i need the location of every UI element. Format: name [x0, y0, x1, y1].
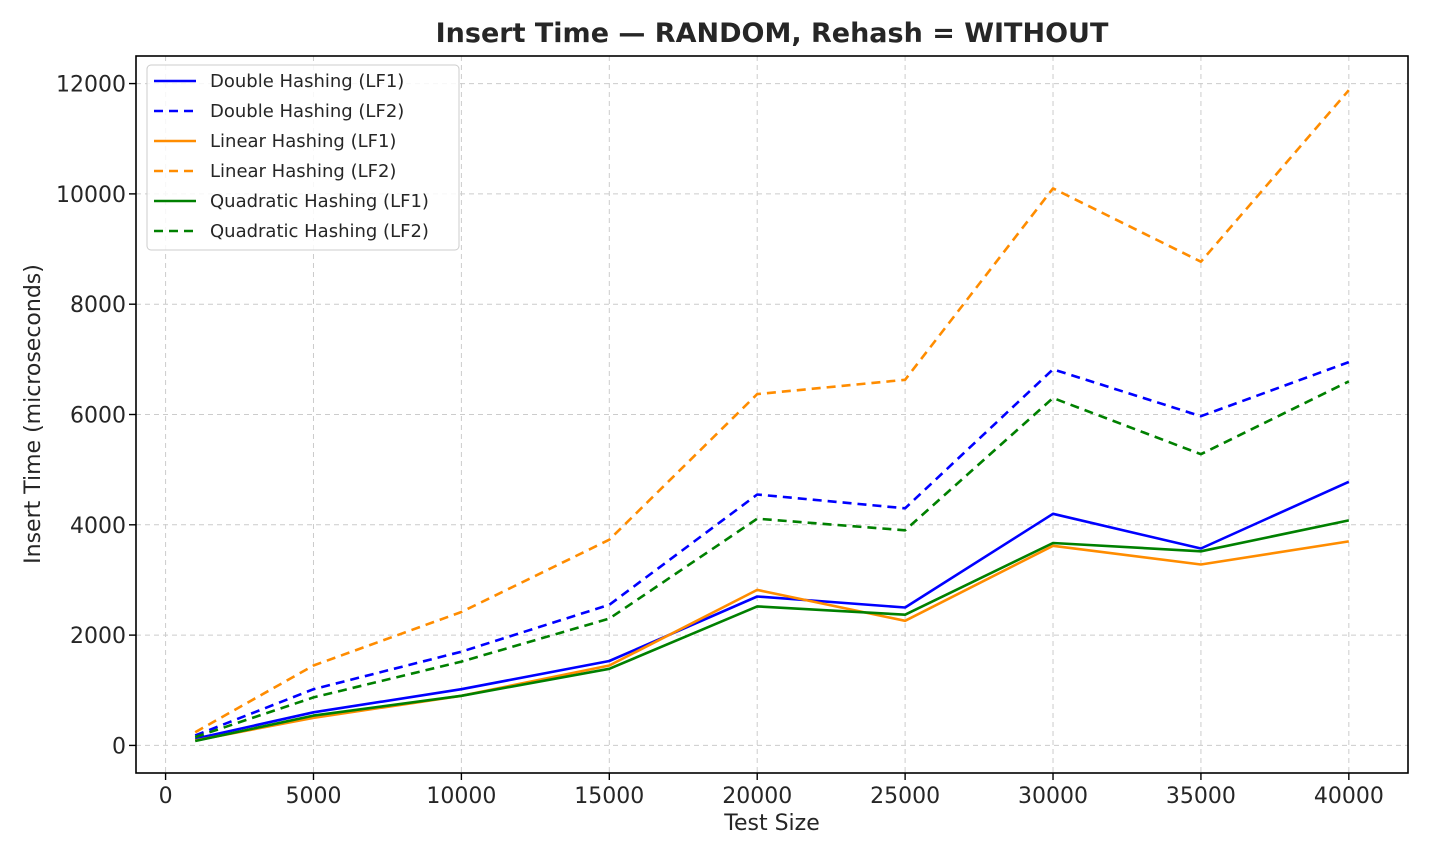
- x-tick-label: 0: [159, 784, 173, 809]
- series-line-quadratic-hashing-lf2: [194, 380, 1350, 739]
- series-line-double-hashing-lf1: [194, 480, 1350, 741]
- y-tick-label: 4000: [70, 514, 126, 539]
- y-axis-label: Insert Time (microseconds): [21, 264, 46, 564]
- legend-box: [146, 64, 460, 251]
- series-line-linear-hashing-lf1: [194, 540, 1350, 742]
- x-axis-label: Test Size: [723, 811, 819, 836]
- legend-label: Linear Hashing (LF2): [210, 161, 396, 182]
- x-tick-label: 10000: [426, 784, 496, 809]
- series-line-double-hashing-lf2: [194, 360, 1350, 737]
- series-lines: [194, 89, 1350, 743]
- legend: Double Hashing (LF1) Double Hashing (LF2)…: [146, 64, 460, 251]
- legend-label: Linear Hashing (LF1): [210, 131, 396, 152]
- x-tick-label: 25000: [870, 784, 940, 809]
- y-tick-label: 6000: [70, 404, 126, 429]
- y-tick-label: 0: [112, 734, 126, 759]
- y-tick-label: 2000: [70, 624, 126, 649]
- x-tick-label: 40000: [1314, 784, 1384, 809]
- legend-label: Quadratic Hashing (LF2): [210, 221, 429, 242]
- legend-label: Quadratic Hashing (LF1): [210, 191, 429, 212]
- x-tick-label: 30000: [1018, 784, 1088, 809]
- x-tick-label: 35000: [1166, 784, 1236, 809]
- y-tick-label: 10000: [56, 183, 126, 208]
- tick-labels: 0 5000 10000 15000 20000 25000 30000 35000 40000…: [56, 73, 1384, 809]
- y-tick-label: 8000: [70, 293, 126, 318]
- series-line-linear-hashing-lf2: [194, 89, 1350, 734]
- legend-label: Double Hashing (LF2): [210, 101, 404, 122]
- x-tick-label: 20000: [722, 784, 792, 809]
- x-tick-label: 15000: [574, 784, 644, 809]
- x-tick-label: 5000: [285, 784, 341, 809]
- series-line-quadratic-hashing-lf1: [194, 519, 1350, 743]
- chart-title: Insert Time — RANDOM, Rehash = WITHOUT: [436, 18, 1109, 49]
- legend-label: Double Hashing (LF1): [210, 71, 404, 92]
- y-tick-label: 12000: [56, 73, 126, 98]
